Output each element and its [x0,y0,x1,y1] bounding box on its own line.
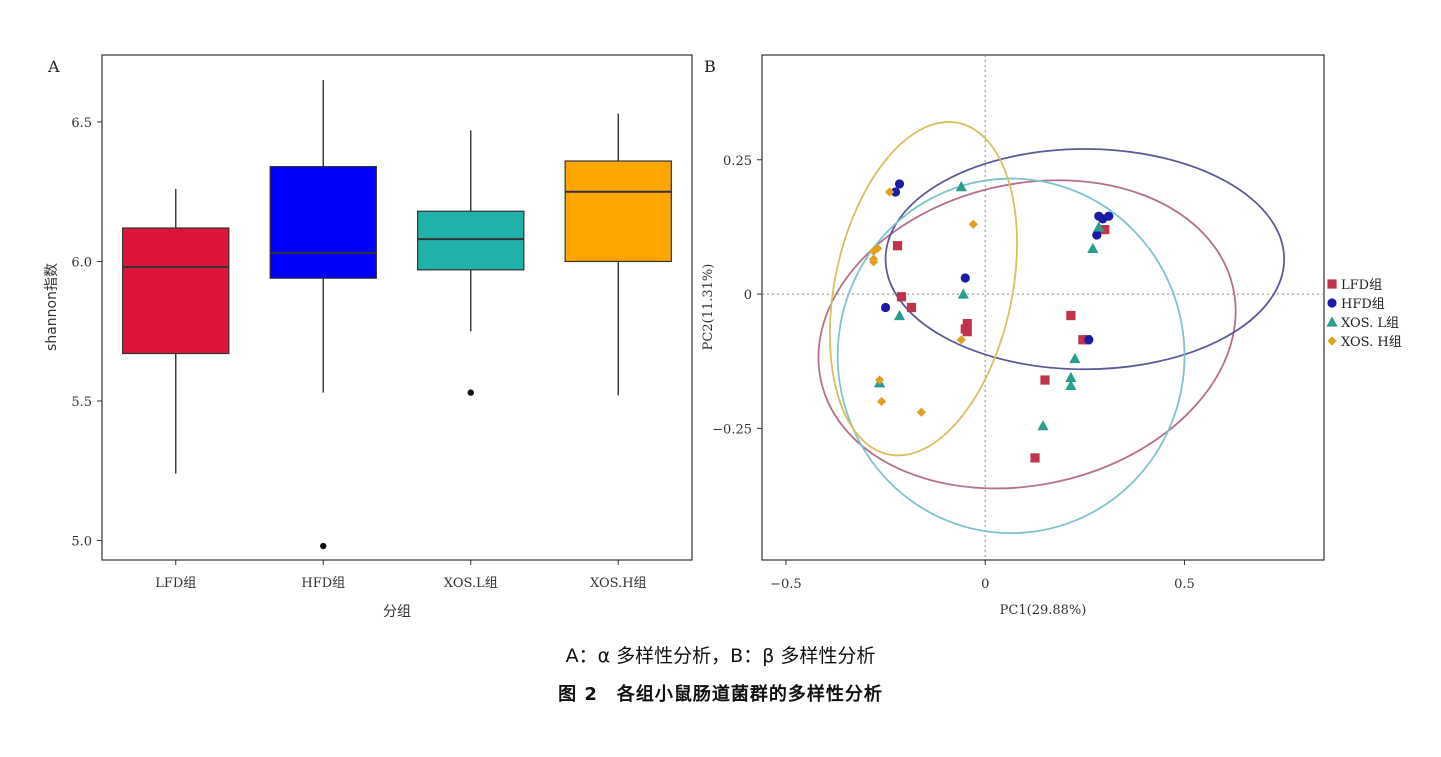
y-tick-label: 5.5 [71,395,92,410]
data-point [1327,336,1337,346]
data-point [955,181,967,192]
confidence-ellipses [817,121,1286,535]
box [122,227,230,355]
data-point [1100,225,1110,235]
y-tick-label: −0.25 [712,422,752,437]
figure-subcaption: A：α 多样性分析，B：β 多样性分析 [565,645,876,667]
y-tick-label: 6.0 [71,255,92,270]
data-point [1065,379,1077,390]
data-point [880,302,891,313]
y-tick-label: 0 [744,288,752,303]
pc2-axis-label: PC2(11.31%) [701,264,716,351]
reference-lines [762,55,1324,560]
data-point [1066,310,1076,321]
data-point [1030,453,1040,463]
panel-a-label: A [47,57,60,76]
x-tick-label: HFD组 [301,576,345,591]
data-point [916,407,927,417]
x-tick-label: LFD组 [155,576,196,591]
pc1-axis-label: PC1(29.88%) [1000,603,1087,618]
confidence-ellipse [884,148,1286,371]
y-axis-label: shannon指数 [44,263,60,351]
boxes-layer [122,80,672,550]
data-point [1087,242,1099,254]
data-point [893,309,906,321]
points-layer [869,179,1114,463]
legend-label: HFD组 [1341,297,1385,312]
data-point [1326,316,1338,327]
data-point [962,327,972,337]
y-tick-label: 0.25 [723,154,752,169]
boxplot-panel: A 5.0 5.5 6.0 6.5 LFD组 HFD组 XOS.L组 XOS.H组 分组 s… [44,54,693,620]
data-point [1327,298,1337,308]
y-axis-ticks: 5.0 5.5 6.0 6.5 [71,116,102,549]
x-tick-label: 0.5 [1174,577,1195,592]
data-point [1037,420,1049,431]
data-point [896,292,907,302]
outlier-point [467,389,474,396]
x-tick-label: XOS.L组 [444,576,498,591]
box [417,210,525,271]
data-point [1104,211,1114,221]
y-tick-label: 5.0 [71,534,92,549]
data-point [960,273,970,283]
pc2-axis-ticks: −0.25 0 0.25 [712,154,762,437]
data-point [1092,230,1102,240]
data-point [1084,335,1094,345]
x-axis-ticks: LFD组 HFD组 XOS.L组 XOS.H组 [155,560,647,591]
boxplot-frame [101,54,693,561]
data-point [890,187,901,197]
pc1-axis-ticks: −0.5 0 0.5 [770,560,1195,592]
x-tick-label: 0 [981,577,989,592]
legend: LFD组 HFD组 XOS. L组 XOS. H组 [1326,278,1402,350]
data-point [869,246,879,256]
data-point [906,302,917,313]
legend-label: XOS. L组 [1341,316,1399,331]
box [564,160,672,263]
outlier-point [320,542,327,550]
legend-label: LFD组 [1341,278,1382,293]
confidence-ellipse [828,121,1018,457]
data-point [956,335,966,345]
pca-panel: B −0.5 0 0.5 −0.25 0 0.25 PC1(29.88%) PC2(11… [701,54,1402,618]
legend-label: XOS. H组 [1341,335,1402,350]
data-point [962,319,972,329]
data-point [968,219,978,229]
panel-b-label: B [704,57,716,76]
data-point [957,288,969,299]
confidence-ellipse [817,179,1237,490]
data-point [869,257,879,267]
data-point [1093,221,1105,232]
data-point [1078,335,1088,345]
data-point [876,396,887,407]
confidence-ellipse [836,177,1186,535]
data-point [894,179,905,189]
box [269,166,377,279]
figure-caption: 图 2 各组小鼠肠道菌群的多样性分析 [558,684,883,705]
x-axis-label: 分组 [383,604,411,620]
x-tick-label: XOS.H组 [590,576,647,591]
pca-frame [761,54,1325,561]
data-point [884,187,895,197]
data-point [1069,352,1081,364]
y-tick-label: 6.5 [71,116,92,131]
data-point [1040,375,1050,385]
data-point [874,375,885,385]
data-point [892,241,903,251]
x-tick-label: −0.5 [770,577,802,592]
data-point [1327,279,1337,289]
data-point [1065,371,1077,382]
